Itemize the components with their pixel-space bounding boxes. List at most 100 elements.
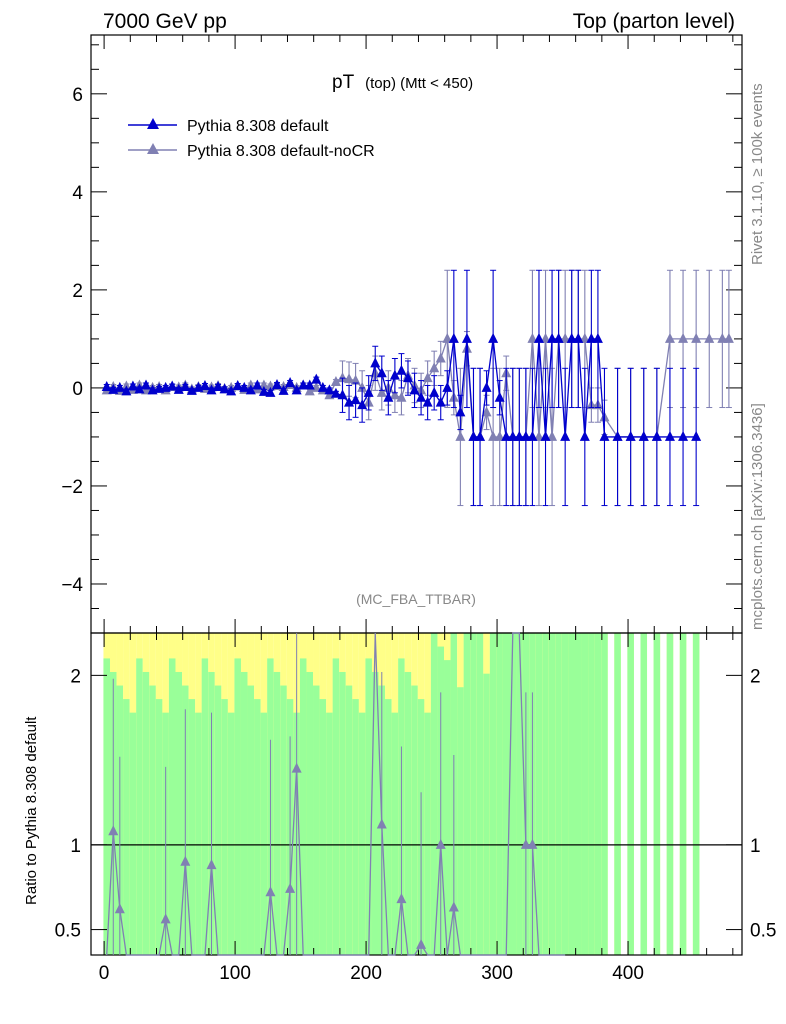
- ratio-ylabel: Ratio to Pythia 8.308 default: [23, 716, 40, 905]
- data-point: [691, 430, 702, 441]
- ratio-band-green: [555, 633, 562, 955]
- series-default: [101, 269, 702, 507]
- data-point: [678, 332, 689, 343]
- ratio-point: [396, 893, 407, 904]
- y-tick-label: 0: [72, 379, 83, 400]
- ratio-band-green: [123, 699, 130, 955]
- data-point: [278, 384, 289, 395]
- data-point: [435, 352, 446, 363]
- y-tick-label: 6: [72, 85, 83, 106]
- data-point: [455, 430, 466, 441]
- header-right: Top (parton level): [573, 10, 735, 33]
- x-tick-label: 0: [99, 963, 110, 984]
- data-point: [579, 332, 590, 343]
- ratio-band-green: [149, 685, 156, 955]
- data-point: [494, 430, 505, 441]
- data-point: [540, 332, 551, 343]
- data-point: [612, 430, 623, 441]
- ratio-band-green: [594, 633, 602, 955]
- data-point: [429, 386, 440, 397]
- ratio-y-tick-label-right: 1: [750, 836, 761, 857]
- ratio-point: [114, 903, 125, 914]
- header-left: 7000 GeV pp: [103, 10, 227, 33]
- ratio-band-green: [614, 633, 621, 955]
- ratio-band-green: [679, 633, 687, 955]
- chart-title-sub: (top) (Mtt < 450): [365, 75, 473, 92]
- ratio-point: [376, 818, 387, 829]
- data-point: [252, 379, 263, 390]
- ratio-series-line: [106, 632, 566, 956]
- data-point: [461, 332, 472, 343]
- data-point: [186, 384, 197, 395]
- data-point: [638, 430, 649, 441]
- data-point: [468, 430, 479, 441]
- data-point: [481, 406, 492, 417]
- ratio-band-green: [306, 671, 314, 955]
- chart-title-main: pT: [332, 72, 355, 93]
- ratio-band-green: [129, 712, 137, 955]
- ratio-band-green: [358, 712, 366, 955]
- data-point: [219, 383, 230, 394]
- data-point: [134, 383, 145, 394]
- data-point: [481, 381, 492, 392]
- data-point: [566, 332, 577, 343]
- rivet-label: Rivet 3.1.10, ≥ 100k events: [749, 83, 766, 265]
- ratio-band-green: [574, 633, 582, 955]
- data-point: [416, 391, 427, 402]
- ratio-point: [527, 838, 538, 849]
- ratio-band-green: [254, 699, 261, 955]
- ratio-band-green: [247, 685, 255, 955]
- ratio-band-green: [568, 633, 575, 955]
- y-tick-label: 2: [72, 281, 83, 302]
- data-point: [422, 396, 433, 407]
- ratio-band-green: [227, 712, 235, 955]
- data-point: [475, 430, 486, 441]
- mcplots-label: mcplots.cern.ch [arXiv:1306.3436]: [749, 403, 766, 630]
- ratio-point: [206, 859, 217, 870]
- ratio-band-green: [345, 685, 353, 955]
- ratio-point: [520, 838, 531, 849]
- data-point: [167, 380, 178, 391]
- data-point: [114, 381, 125, 392]
- data-point: [389, 389, 400, 400]
- ratio-band-green: [404, 671, 412, 955]
- ratio-band-green: [319, 699, 327, 955]
- ratio-band-green: [476, 633, 484, 955]
- data-point: [376, 367, 387, 378]
- data-point: [304, 385, 315, 396]
- ratio-band-green: [385, 699, 392, 955]
- data-point: [651, 430, 662, 441]
- data-point: [213, 380, 224, 391]
- ratio-band-green: [588, 633, 595, 955]
- ratio-band-green: [489, 633, 497, 955]
- ratio-band-green: [155, 699, 163, 955]
- ratio-band-green: [365, 658, 372, 955]
- data-point: [239, 381, 250, 392]
- data-point: [199, 379, 210, 390]
- ratio-band-green: [260, 712, 268, 955]
- ratio-band-green: [627, 633, 634, 955]
- data-point: [625, 430, 636, 441]
- chart-title: pT (top) (Mtt < 450): [332, 72, 473, 93]
- data-point: [579, 430, 590, 441]
- data-point: [402, 372, 413, 383]
- ratio-band-green: [542, 633, 549, 955]
- ratio-band-green: [509, 633, 517, 955]
- ratio-y-tick-label: 1: [70, 836, 81, 857]
- data-point: [258, 379, 269, 390]
- data-point: [540, 430, 551, 441]
- data-point: [586, 332, 597, 343]
- ratio-band-green: [240, 671, 248, 955]
- ratio-band-green: [188, 699, 196, 955]
- ratio-point: [108, 825, 119, 836]
- ratio-point: [291, 762, 302, 773]
- ratio-band-green: [234, 658, 241, 955]
- data-point: [691, 332, 702, 343]
- ratio-band-green: [496, 633, 503, 955]
- ratio-band-green: [175, 671, 183, 955]
- data-point: [455, 406, 466, 417]
- x-tick-label: 400: [612, 963, 644, 984]
- ratio-band-green: [142, 671, 150, 955]
- data-point: [363, 386, 374, 397]
- y-tick-label: −2: [61, 477, 83, 498]
